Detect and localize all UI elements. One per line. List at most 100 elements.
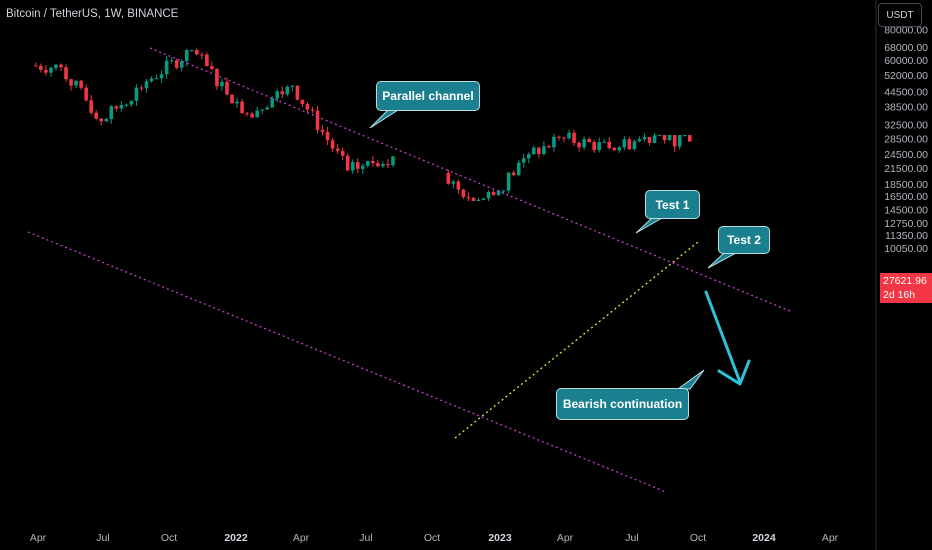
candle-down: [69, 79, 73, 86]
candle-up: [632, 141, 637, 150]
x-tick-label: Apr: [293, 532, 310, 544]
x-tick-label: Oct: [161, 532, 177, 544]
candle-up: [652, 135, 657, 143]
candle-up: [270, 98, 275, 108]
candle-down: [587, 139, 591, 143]
candle-down: [325, 131, 330, 141]
candle-up: [642, 136, 647, 140]
candle-up: [516, 162, 521, 176]
bearish-arrow-shaft: [704, 290, 742, 384]
candle-down: [84, 87, 88, 101]
candle-up: [49, 67, 53, 73]
y-tick-label: 24500.00: [884, 149, 928, 161]
candle-up: [682, 135, 687, 137]
candle-down: [672, 135, 677, 147]
candle-up: [602, 141, 607, 143]
candle-down: [139, 87, 144, 89]
x-tick-label: Apr: [30, 532, 47, 544]
y-tick-label: 38500.00: [884, 102, 928, 114]
candle-down: [99, 118, 104, 122]
candle-down: [230, 94, 234, 104]
candle-down: [89, 100, 93, 113]
candle-down: [607, 141, 612, 148]
candle-down: [335, 148, 340, 151]
candle-down: [200, 54, 204, 56]
candle-down: [562, 137, 566, 139]
candle-down: [205, 54, 209, 67]
candle-up: [189, 49, 194, 51]
candle-down: [547, 146, 551, 148]
candle-down: [315, 110, 320, 130]
x-tick-label: Jul: [359, 532, 372, 544]
candle-down: [466, 197, 471, 199]
candle-up: [184, 49, 189, 62]
y-tick-label: 52000.00: [884, 70, 928, 82]
candle-down: [300, 99, 305, 105]
candle-up: [677, 135, 682, 147]
candle-up: [391, 156, 395, 166]
callout-test-1: Test 1: [645, 190, 700, 219]
currency-button[interactable]: USDT: [878, 3, 922, 27]
candle-down: [662, 135, 667, 141]
candle-up: [154, 78, 159, 80]
bearish-arrow-head: [717, 359, 751, 386]
candle-down: [572, 132, 576, 143]
y-tick-label: 11350.00: [885, 230, 928, 242]
candle-down: [245, 113, 249, 115]
y-tick-label: 68000.00: [884, 42, 928, 54]
candle-up: [235, 101, 239, 104]
last-price-value: 27621.96: [883, 275, 927, 287]
candle-up: [381, 164, 385, 167]
candle-down: [577, 142, 581, 148]
candle-down: [305, 104, 310, 110]
candle-up: [526, 154, 531, 159]
candle-down: [355, 162, 360, 169]
candle-up: [104, 119, 109, 122]
candle-up: [149, 78, 154, 82]
candle-down: [511, 172, 516, 176]
last-price-tag: 27621.96 2d 16h: [880, 273, 932, 303]
symbol-title: Bitcoin / TetherUS, 1W, BINANCE: [6, 8, 179, 20]
candle-up: [366, 160, 370, 166]
x-tick-label: Jul: [96, 532, 109, 544]
candle-down: [537, 147, 541, 155]
candle-down: [215, 68, 219, 87]
y-tick-label: 18500.00: [884, 179, 928, 191]
candle-up: [144, 81, 149, 89]
candle-up: [521, 158, 526, 163]
x-tick-label: 2022: [224, 532, 248, 544]
candle-up: [637, 139, 642, 142]
x-tick-label: 2024: [752, 532, 776, 544]
candle-down: [44, 69, 48, 73]
candle-down: [376, 163, 380, 167]
candle-up: [124, 104, 129, 106]
callout-tail: [707, 252, 737, 269]
candle-up: [220, 81, 224, 87]
candle-up: [119, 104, 124, 109]
candle-down: [627, 139, 632, 150]
candle-up: [532, 147, 536, 155]
candle-down: [225, 81, 229, 95]
candle-up: [265, 107, 270, 110]
candles: [34, 47, 692, 202]
candle-up: [134, 87, 139, 101]
candle-up: [597, 142, 602, 151]
candle-up: [54, 64, 58, 68]
callout-tail: [635, 217, 664, 234]
candle-up: [290, 85, 295, 87]
channel-upper-line: [149, 47, 791, 312]
candle-down: [240, 101, 244, 114]
candle-up: [260, 109, 264, 111]
candle-down: [79, 80, 83, 88]
candle-up: [567, 132, 571, 139]
candle-up: [275, 91, 280, 99]
candle-down: [210, 66, 214, 69]
callout-tail: [369, 109, 400, 129]
y-tick-label: 28500.00: [884, 133, 928, 145]
candle-up: [169, 60, 174, 62]
candle-up: [476, 199, 481, 202]
candle-down: [612, 147, 617, 151]
candle-up: [506, 172, 511, 191]
y-tick-label: 12750.00: [884, 218, 928, 230]
